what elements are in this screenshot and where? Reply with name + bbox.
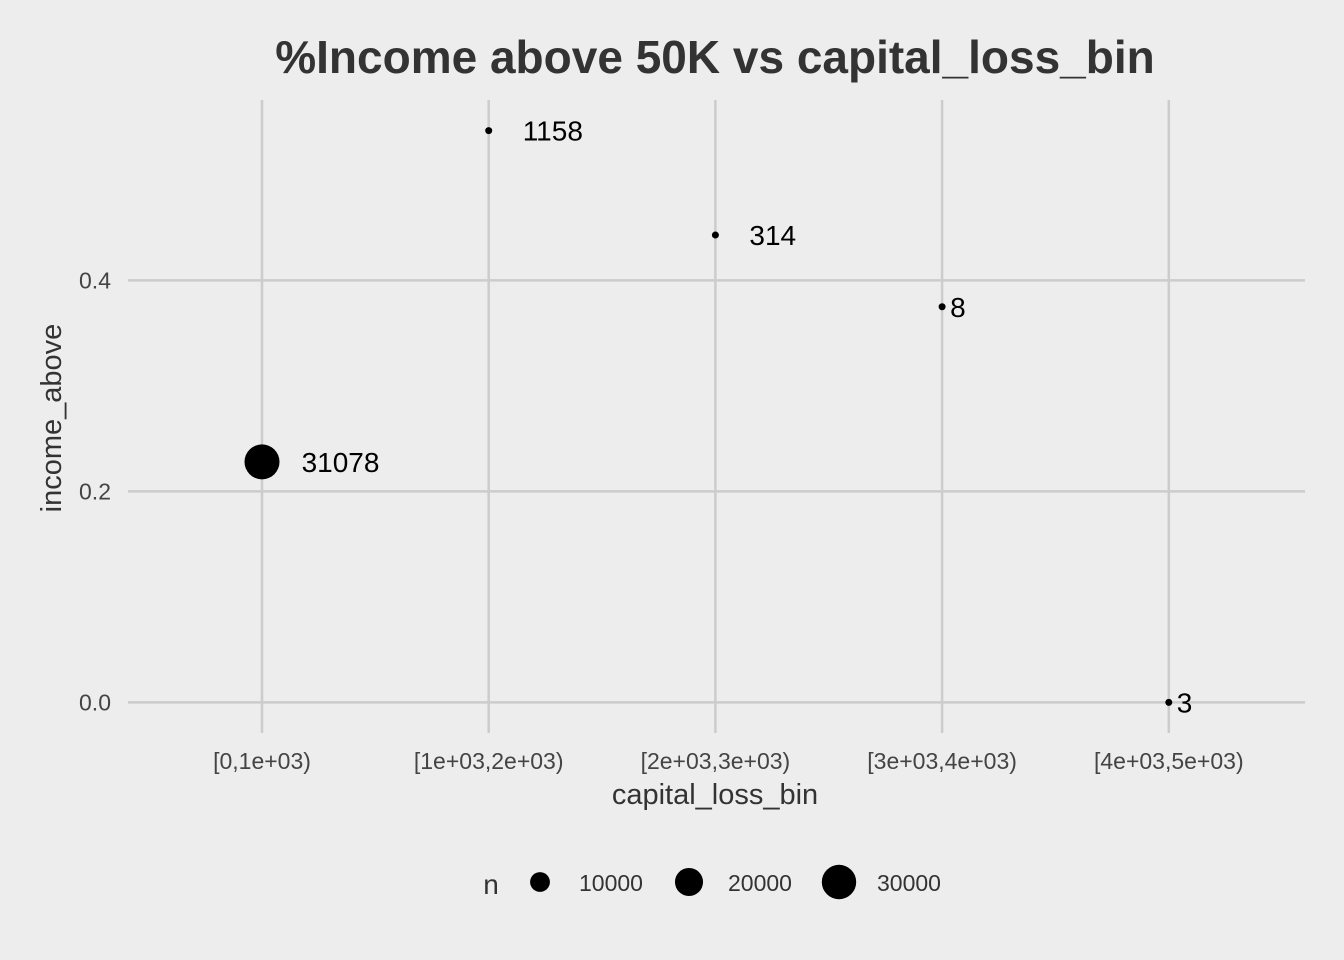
- data-point: [485, 127, 493, 135]
- legend-key: [821, 864, 857, 900]
- chart-title: %Income above 50K vs capital_loss_bin: [275, 31, 1154, 83]
- y-tick-label: 0.0: [79, 689, 111, 715]
- legend-label: 30000: [877, 870, 941, 896]
- data-labels: 31078 1158 314 8 3: [302, 116, 1193, 719]
- x-axis-ticks: [0,1e+03) [1e+03,2e+03) [2e+03,3e+03) [3e+0…: [213, 748, 1244, 774]
- data-points: [244, 127, 1173, 706]
- data-label: 8: [950, 292, 966, 323]
- x-tick-label: [4e+03,5e+03): [1094, 748, 1244, 774]
- legend-key: [674, 867, 704, 897]
- x-axis-title: capital_loss_bin: [612, 779, 818, 811]
- size-legend: n 10000 20000 30000: [483, 864, 941, 900]
- y-axis-title: income_above: [36, 324, 68, 513]
- x-tick-label: [1e+03,2e+03): [414, 748, 564, 774]
- grid-lines: [128, 100, 1305, 733]
- data-point: [711, 231, 719, 239]
- data-point: [1165, 698, 1173, 706]
- y-tick-label: 0.4: [79, 267, 111, 293]
- data-point: [938, 303, 946, 311]
- x-tick-label: [0,1e+03): [213, 748, 311, 774]
- data-label: 1158: [523, 116, 583, 147]
- legend-title: n: [483, 869, 499, 900]
- legend-label: 10000: [579, 870, 643, 896]
- x-tick-label: [3e+03,4e+03): [867, 748, 1017, 774]
- data-point: [244, 444, 280, 480]
- legend-label: 20000: [728, 870, 792, 896]
- legend-key: [530, 872, 550, 892]
- data-label: 314: [749, 220, 796, 251]
- y-tick-label: 0.2: [79, 478, 111, 504]
- data-label: 3: [1177, 687, 1193, 718]
- x-tick-label: [2e+03,3e+03): [641, 748, 791, 774]
- data-label: 31078: [302, 447, 380, 478]
- y-axis-ticks: 0.0 0.2 0.4: [79, 267, 111, 715]
